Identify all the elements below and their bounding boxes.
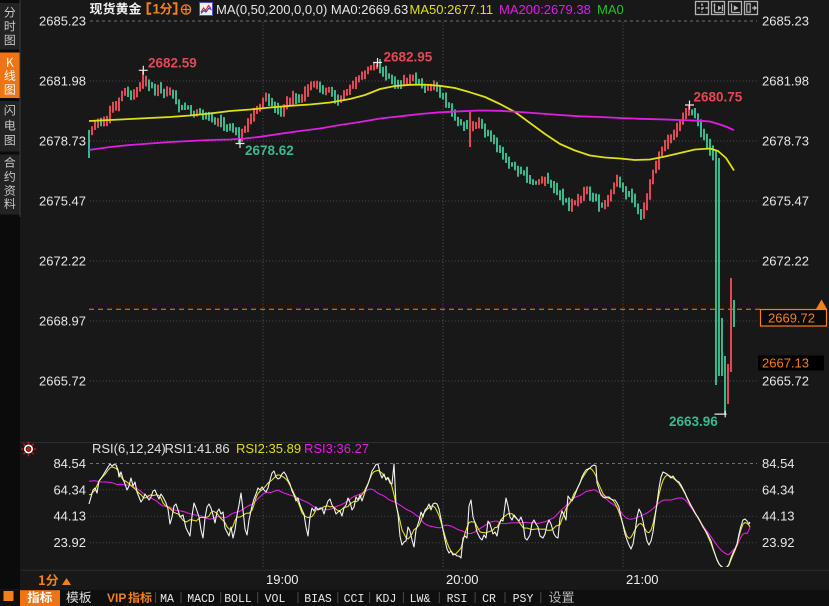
svg-text:2680.75: 2680.75: [694, 89, 743, 104]
svg-text:MA200:2679.38: MA200:2679.38: [499, 2, 591, 17]
svg-text:BOLL: BOLL: [224, 593, 252, 606]
svg-text:64.34: 64.34: [762, 482, 795, 497]
svg-text:2667.13: 2667.13: [762, 356, 809, 371]
svg-text:MA: MA: [160, 593, 174, 606]
svg-text:PSY: PSY: [513, 593, 534, 606]
svg-text:VOL: VOL: [265, 593, 286, 606]
svg-text:2682.59: 2682.59: [148, 56, 197, 71]
svg-text:1: 1: [153, 2, 161, 17]
svg-text:23.92: 23.92: [762, 535, 795, 550]
svg-text:2685.23: 2685.23: [39, 14, 86, 29]
svg-text:2675.47: 2675.47: [762, 194, 809, 209]
svg-text:RSI3:36.27: RSI3:36.27: [304, 441, 369, 456]
svg-text:RSI2:35.89: RSI2:35.89: [236, 441, 301, 456]
svg-text:2665.72: 2665.72: [762, 374, 809, 389]
svg-text:44.13: 44.13: [53, 509, 86, 524]
svg-text:2678.62: 2678.62: [245, 143, 294, 158]
svg-text:2663.96: 2663.96: [669, 414, 718, 429]
svg-text:2681.98: 2681.98: [39, 74, 86, 89]
svg-text:2678.73: 2678.73: [39, 134, 86, 149]
svg-text:19:00: 19:00: [266, 572, 299, 587]
svg-text:84.54: 84.54: [762, 456, 795, 471]
svg-text:MA0: MA0: [597, 2, 624, 17]
svg-text:MA(0,50,200,0,0,0) MA0:2669.63: MA(0,50,200,0,0,0) MA0:2669.63: [216, 2, 408, 17]
svg-text:2675.47: 2675.47: [39, 194, 86, 209]
svg-text:44.13: 44.13: [762, 509, 795, 524]
svg-text:KDJ: KDJ: [376, 593, 397, 606]
svg-text:20:00: 20:00: [446, 572, 479, 587]
svg-text:23.92: 23.92: [53, 535, 86, 550]
svg-text:2678.73: 2678.73: [762, 134, 809, 149]
svg-text:2668.97: 2668.97: [39, 314, 86, 329]
svg-text:2685.23: 2685.23: [762, 14, 809, 29]
svg-text:MACD: MACD: [187, 593, 215, 606]
svg-text:VIP: VIP: [107, 591, 126, 605]
svg-text:CCI: CCI: [344, 593, 365, 606]
svg-text:MA50:2677.11: MA50:2677.11: [410, 2, 494, 17]
svg-text:2672.22: 2672.22: [39, 254, 86, 269]
svg-text:2672.22: 2672.22: [762, 254, 809, 269]
svg-text:64.34: 64.34: [53, 482, 86, 497]
svg-text:2669.72: 2669.72: [768, 311, 815, 326]
svg-text:2681.98: 2681.98: [762, 74, 809, 89]
svg-text:CR: CR: [482, 593, 496, 606]
svg-text:LW&: LW&: [410, 593, 431, 606]
svg-text:RSI(6,12,24): RSI(6,12,24): [92, 441, 166, 456]
svg-text:84.54: 84.54: [53, 456, 86, 471]
svg-text:21:00: 21:00: [626, 572, 659, 587]
svg-text:2665.72: 2665.72: [39, 374, 86, 389]
svg-text:RSI1:41.86: RSI1:41.86: [165, 441, 230, 456]
svg-text:BIAS: BIAS: [304, 593, 332, 606]
svg-text:2682.95: 2682.95: [384, 50, 433, 65]
svg-text:RSI: RSI: [447, 593, 468, 606]
